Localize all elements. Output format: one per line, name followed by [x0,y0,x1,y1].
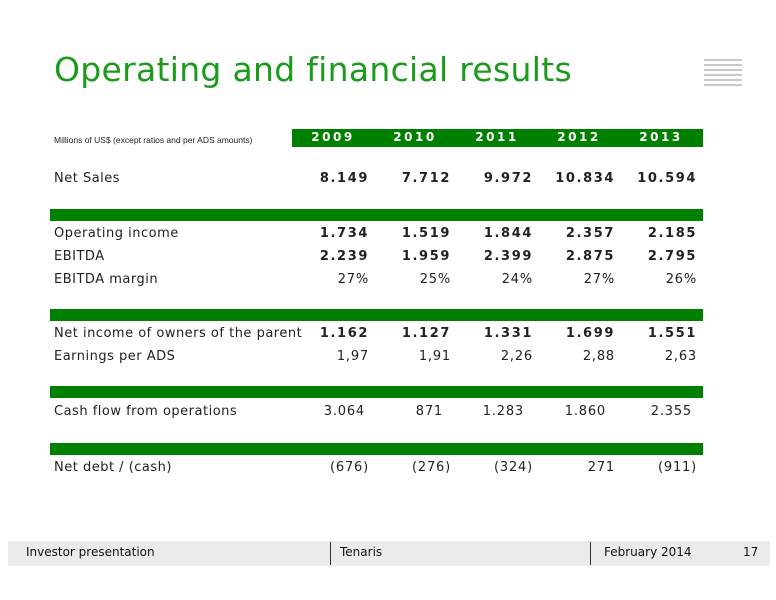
cell-2010: (276) [412,460,451,475]
footer-company: Tenaris [340,545,383,559]
section-separator [50,209,703,221]
table-row-net-debt: Net debt / (cash) (676) (276) (324) 271 … [0,460,776,476]
cell-2013: 2.185 [647,226,697,241]
cell-2013: 2,63 [664,349,697,364]
row-label: EBITDA margin [54,272,159,287]
year-header-2012: 2012 [557,130,601,144]
footer-divider [330,542,331,565]
row-label: Operating income [54,226,179,241]
cell-2012: 10.834 [555,171,615,186]
cell-2009: 2.239 [319,249,369,264]
cell-2013: 2.355 [650,404,692,419]
cell-2011: 2,26 [500,349,533,364]
cell-2012: 2.875 [565,249,615,264]
cell-2010: 1.127 [401,326,451,341]
cell-2011: 1.331 [483,326,533,341]
cell-2010: 1.519 [401,226,451,241]
cell-2013: 1.551 [647,326,697,341]
row-label: Net Sales [54,171,121,186]
table-row-cash-flow: Cash flow from operations 3.064 871 1.28… [0,404,776,420]
cell-2011: 9.972 [483,171,533,186]
cell-2013: 26% [665,272,697,287]
cell-2010: 1,91 [418,349,451,364]
cell-2013: 10.594 [637,171,697,186]
cell-2009: 1.734 [319,226,369,241]
year-header-2010: 2010 [393,130,437,144]
page-title: Operating and financial results [54,50,572,89]
cell-2010: 1.959 [401,249,451,264]
cell-2012: 2,88 [582,349,615,364]
row-label: Earnings per ADS [54,349,176,364]
table-row-net-sales: Net Sales 8.149 7.712 9.972 10.834 10.59… [0,171,776,187]
section-separator [50,309,703,321]
cell-2013: 2.795 [647,249,697,264]
section-separator [50,443,703,455]
decorative-stripes-icon [704,59,742,89]
cell-2010: 871 [415,404,443,419]
footer-divider [590,542,591,565]
cell-2009: 1.162 [319,326,369,341]
page-number: 17 [743,545,759,559]
cell-2011: 24% [501,272,533,287]
table-row-net-income: Net income of owners of the parent 1.162… [0,326,776,342]
row-label: Cash flow from operations [54,404,238,419]
cell-2010: 7.712 [401,171,451,186]
units-note: Millions of US$ (except ratios and per A… [54,135,253,145]
cell-2012: 1.699 [565,326,615,341]
cell-2012: 27% [583,272,615,287]
cell-2009: 8.149 [319,171,369,186]
table-row-ebitda-margin: EBITDA margin 27% 25% 24% 27% 26% [0,272,776,288]
cell-2011: (324) [494,460,533,475]
cell-2011: 1.283 [482,404,524,419]
section-separator [50,386,703,398]
cell-2009: 27% [337,272,369,287]
cell-2011: 1.844 [483,226,533,241]
cell-2012: 271 [587,460,615,475]
footer-date: February 2014 [604,545,692,559]
year-header-2011: 2011 [475,130,519,144]
row-label: Net debt / (cash) [54,460,172,475]
cell-2012: 2.357 [565,226,615,241]
year-header-bar: 2009 2010 2011 2012 2013 [292,129,703,147]
cell-2009: 3.064 [323,404,365,419]
footer-label: Investor presentation [26,545,155,559]
cell-2010: 25% [419,272,451,287]
table-row-earnings-per-ads: Earnings per ADS 1,97 1,91 2,26 2,88 2,6… [0,349,776,365]
footer-bar: Investor presentation Tenaris February 2… [8,541,770,566]
row-label: EBITDA [54,249,105,264]
row-label: Net income of owners of the parent [54,326,303,341]
table-row-operating-income: Operating income 1.734 1.519 1.844 2.357… [0,226,776,242]
cell-2013: (911) [658,460,697,475]
cell-2011: 2.399 [483,249,533,264]
year-header-2013: 2013 [639,130,683,144]
cell-2009: (676) [330,460,369,475]
cell-2012: 1.860 [564,404,606,419]
table-row-ebitda: EBITDA 2.239 1.959 2.399 2.875 2.795 [0,249,776,265]
year-header-2009: 2009 [311,130,355,144]
cell-2009: 1,97 [336,349,369,364]
